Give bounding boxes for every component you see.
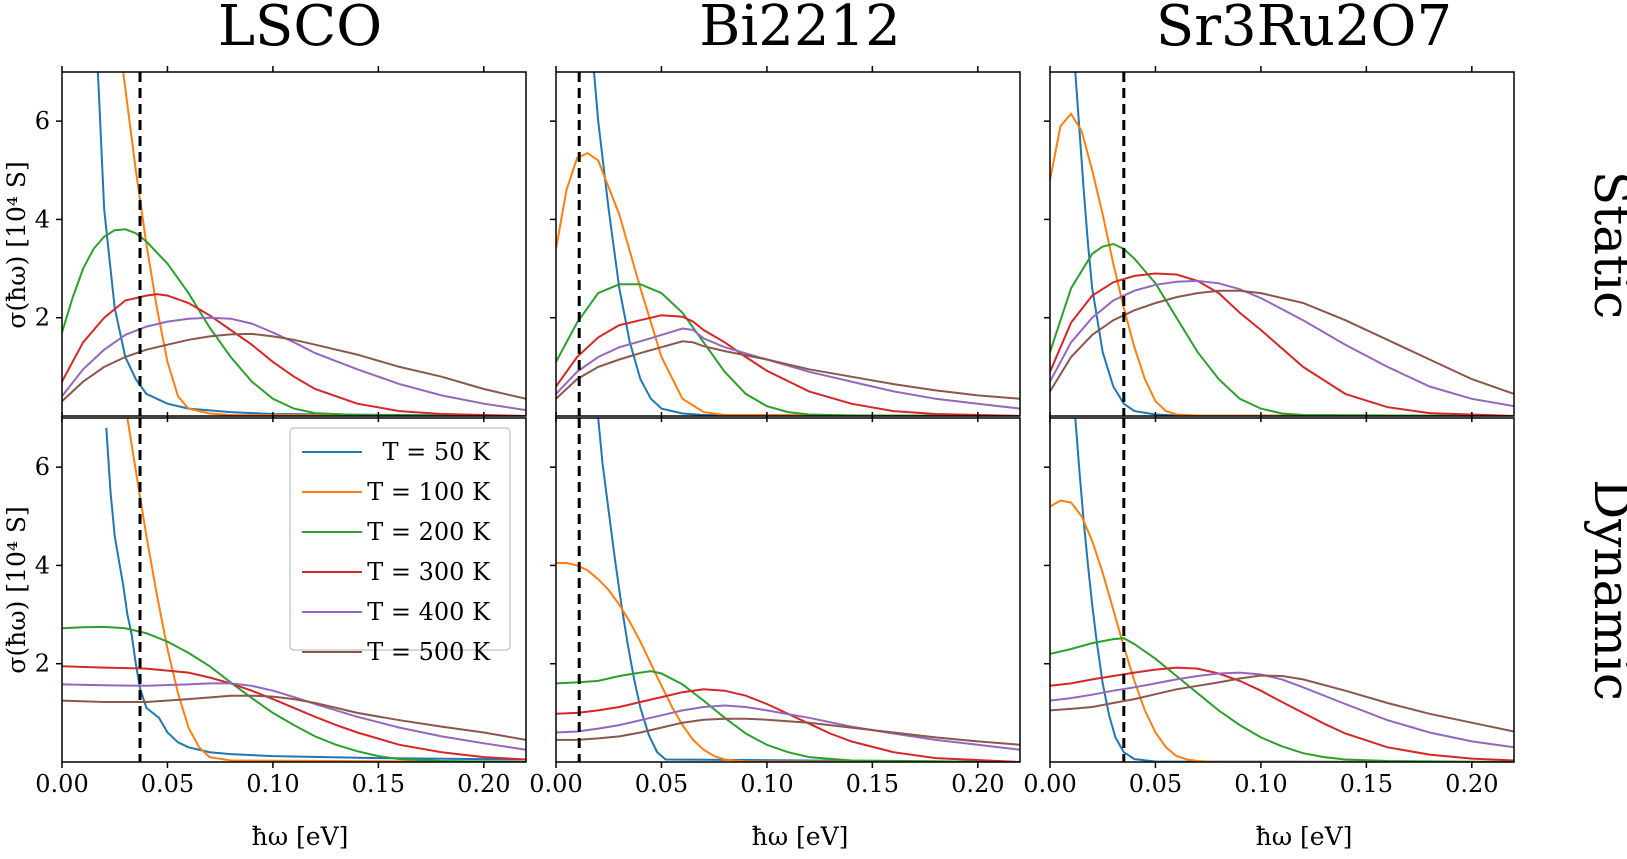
x-tick-label: 0.00 (529, 770, 582, 798)
y-tick-label: 6 (35, 107, 50, 135)
x-axis-label-bi2212: ħω [eV] (752, 822, 849, 851)
series-line-t500k (62, 332, 526, 403)
y-tick-label: 2 (35, 304, 50, 332)
x-tick-label: 0.10 (740, 770, 793, 798)
series-line-t50k (597, 418, 1020, 762)
panel-bi2212-dynamic: 0.00 0.05 0.10 0.15 0.20 (529, 412, 1021, 798)
series-line-t400k (556, 704, 1020, 751)
panel-sr3ru2o7-dynamic: 0.00 0.05 0.10 0.15 0.20 (1023, 412, 1515, 798)
x-axis-labels: ħω [eV] ħω [eV] ħω [eV] (252, 822, 1353, 851)
legend-label: T = 300 K (367, 558, 491, 586)
series-line-t50k (593, 72, 1020, 416)
legend: T = 50 K T = 100 K T = 200 K T = 300 K T = 4… (289, 427, 511, 666)
x-tick-label: 0.05 (635, 770, 688, 798)
series-line-t50k (96, 72, 526, 416)
series-line-t300k (1050, 666, 1514, 762)
panel-frame (61, 417, 527, 763)
x-tick-label: 0.15 (846, 770, 899, 798)
y-tick-label: 4 (35, 205, 50, 233)
row-title-dynamic: Dynamic (1583, 479, 1627, 701)
y-axis-label-dynamic: σ(ħω) [10⁴ S] (2, 506, 31, 673)
y-axis-labels: σ(ħω) [10⁴ S] σ(ħω) [10⁴ S] (2, 161, 31, 673)
x-tick-label: 0.10 (1234, 770, 1287, 798)
series-line-t100k (1050, 112, 1514, 416)
x-tick-label: 0.15 (1340, 770, 1393, 798)
column-title-lsco: LSCO (218, 0, 382, 59)
series-line-t500k (1050, 289, 1514, 395)
series-line-t300k (1050, 272, 1514, 416)
panel-lsco-dynamic: 0.00 0.05 0.10 0.15 0.20 2 4 6 (35, 412, 527, 798)
series-line-t400k (62, 682, 526, 751)
legend-label: T = 400 K (367, 598, 491, 626)
series-line-t100k (556, 151, 1020, 416)
x-tick-label: 0.15 (352, 770, 405, 798)
series-line-t50k (1074, 72, 1514, 416)
x-tick-label: 0.00 (1023, 770, 1076, 798)
legend-label: T = 50 K (383, 438, 492, 466)
y-tick-label: 6 (35, 453, 50, 481)
x-tick-label: 0.20 (457, 770, 510, 798)
series-line-t300k (62, 293, 526, 416)
series-line-t400k (556, 327, 1020, 410)
x-axis-label-lsco: ħω [eV] (252, 822, 349, 851)
series-line-t300k (62, 665, 526, 761)
series-line-t500k (1050, 674, 1514, 733)
column-title-bi2212: Bi2212 (699, 0, 901, 59)
series-line-t500k (556, 717, 1020, 746)
series-line-t500k (62, 694, 526, 741)
row-titles: Static Dynamic (1583, 171, 1627, 701)
series-line-t400k (1050, 279, 1514, 408)
series-line-t200k (1050, 637, 1514, 762)
panel-lsco-static: 2 4 6 (35, 66, 527, 422)
y-tick-label: 4 (35, 551, 50, 579)
panel-frame (1049, 417, 1515, 763)
series-line-t50k (105, 427, 526, 761)
panel-frame (61, 71, 527, 417)
panel-frame (555, 71, 1021, 417)
y-axis-label-static: σ(ħω) [10⁴ S] (2, 161, 31, 328)
y-tick-label: 2 (35, 650, 50, 678)
series-line-t100k (1050, 499, 1514, 762)
series-line-t200k (556, 670, 1020, 762)
x-tick-label: 0.20 (1445, 770, 1498, 798)
series-line-t400k (62, 316, 526, 412)
series-line-t100k (556, 562, 1020, 762)
series-line-t100k (122, 72, 526, 416)
column-title-sr3ru2o7: Sr3Ru2O7 (1156, 0, 1452, 59)
series-line-t500k (556, 340, 1020, 400)
x-tick-label: 0.05 (1129, 770, 1182, 798)
legend-label: T = 200 K (367, 518, 491, 546)
x-tick-label: 0.20 (951, 770, 1004, 798)
series-line-t200k (62, 228, 526, 416)
series-line-t300k (556, 688, 1020, 762)
series-line-t200k (556, 283, 1020, 416)
row-title-static: Static (1583, 171, 1627, 319)
x-tick-label: 0.05 (141, 770, 194, 798)
column-titles: LSCO Bi2212 Sr3Ru2O7 (218, 0, 1452, 59)
series-line-t400k (1050, 671, 1514, 749)
panel-frame (1049, 71, 1515, 417)
x-tick-label: 0.00 (35, 770, 88, 798)
panel-bi2212-static (550, 66, 1021, 422)
legend-label: T = 500 K (367, 638, 491, 666)
x-tick-label: 0.10 (246, 770, 299, 798)
legend-label: T = 100 K (367, 478, 491, 506)
panel-frame (555, 417, 1021, 763)
legend-box (289, 427, 511, 651)
series-line-t50k (1074, 418, 1514, 762)
series-line-t300k (556, 314, 1020, 416)
panel-sr3ru2o7-static (1044, 66, 1515, 422)
x-axis-label-sr3ru2o7: ħω [eV] (1256, 822, 1353, 851)
series-line-t200k (62, 625, 526, 762)
